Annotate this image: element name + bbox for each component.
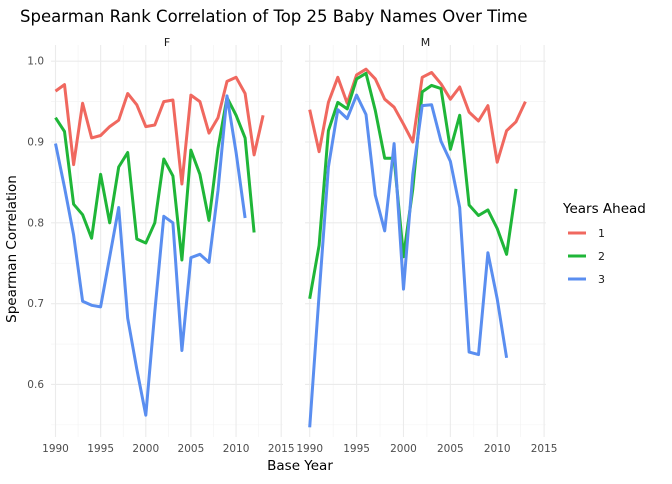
y-tick-label: 0.9 xyxy=(27,136,44,148)
x-tick-label: 1995 xyxy=(343,443,370,455)
legend-item-3: 3 xyxy=(568,273,605,286)
legend-item-2: 2 xyxy=(568,250,605,263)
y-tick-label: 0.6 xyxy=(27,379,44,391)
x-tick-label: 1990 xyxy=(42,443,69,455)
legend-items: 1 2 3 xyxy=(568,227,605,286)
x-tick-label: 2005 xyxy=(437,443,464,455)
y-tick-label: 0.7 xyxy=(27,298,44,310)
x-tick-label: 2000 xyxy=(132,443,159,455)
panel-strip-label: M xyxy=(421,36,431,49)
gridlines xyxy=(305,45,546,437)
legend: Years Ahead 1 2 3 xyxy=(562,201,646,286)
panels-layer: F 1990 1995 2000 2005 2010 2015 0.6 0.7 0.8 0.9 1.0… xyxy=(27,36,557,455)
legend-label-3: 3 xyxy=(598,273,605,286)
x-axis-label: Base Year xyxy=(267,458,333,474)
y-axis-label: Spearman Correlation xyxy=(4,175,20,323)
legend-item-1: 1 xyxy=(568,227,605,240)
y-tick-label: 1.0 xyxy=(27,56,44,68)
x-tick-label: 2010 xyxy=(484,443,511,455)
x-tick-label: 1995 xyxy=(87,443,114,455)
chart-title: Spearman Rank Correlation of Top 25 Baby… xyxy=(20,7,528,26)
x-tick-label: 2005 xyxy=(178,443,205,455)
legend-label-1: 1 xyxy=(598,227,605,240)
x-tick-label: 2015 xyxy=(531,443,558,455)
x-tick-label: 2015 xyxy=(268,443,295,455)
series-line-1 xyxy=(54,75,265,186)
series-line-3 xyxy=(308,93,509,428)
panel-f: F 1990 1995 2000 2005 2010 2015 0.6 0.7 0.8 0.9 1.0 xyxy=(27,36,294,455)
y-tick-label: 0.8 xyxy=(27,217,44,229)
legend-label-2: 2 xyxy=(598,250,605,263)
series-line-3 xyxy=(54,94,247,417)
series-line-2 xyxy=(54,96,256,262)
x-tick-label: 1990 xyxy=(296,443,323,455)
legend-title: Years Ahead xyxy=(562,201,646,217)
x-tick-label: 2000 xyxy=(390,443,417,455)
panel-strip-label: F xyxy=(164,36,170,49)
panel-m: M 1990 1995 2000 2005 2010 2015 xyxy=(296,36,557,455)
series-line-1 xyxy=(308,67,527,164)
gridlines xyxy=(51,45,283,437)
x-tick-label: 2010 xyxy=(223,443,250,455)
